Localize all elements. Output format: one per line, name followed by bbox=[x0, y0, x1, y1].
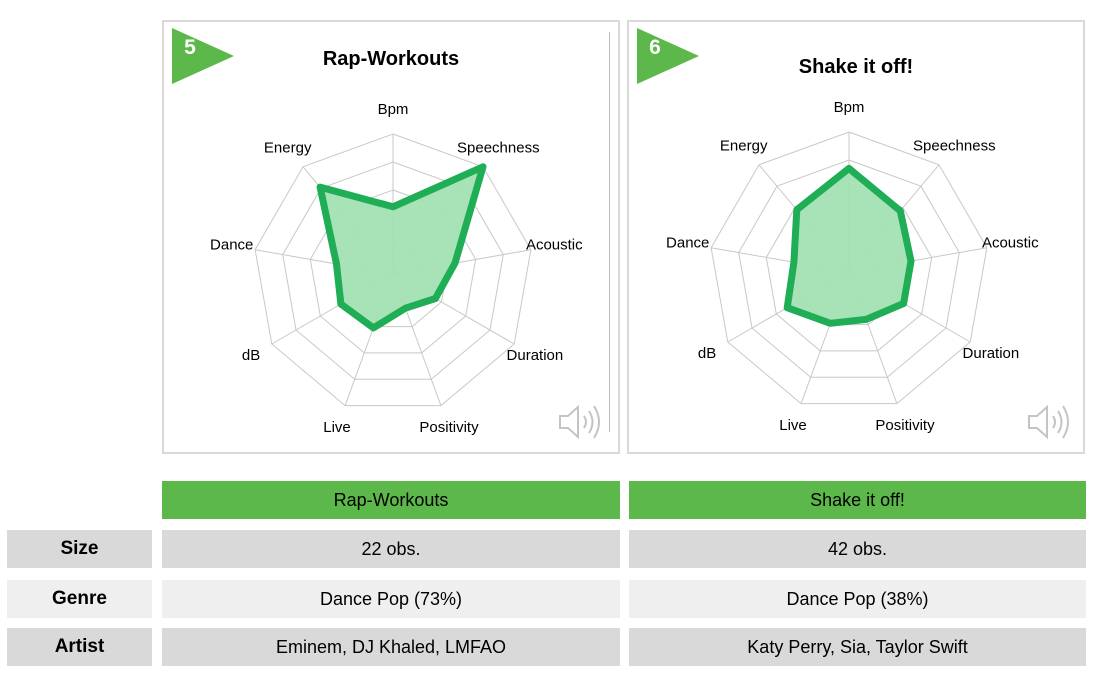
green-arrow-badge-icon bbox=[172, 28, 234, 84]
axis-label: Dance bbox=[666, 235, 709, 252]
axis-label: Speechness bbox=[457, 139, 540, 156]
axis-label: Energy bbox=[264, 139, 312, 156]
axis-label: Positivity bbox=[419, 419, 479, 436]
axis-label: Live bbox=[323, 419, 351, 436]
row-label-genre: Genre bbox=[7, 580, 152, 618]
axis-label: Dance bbox=[210, 237, 253, 254]
grid-ring bbox=[738, 159, 960, 378]
size-cell-rap-workouts: 22 obs. bbox=[162, 530, 620, 568]
table-header-shake-it-off: Shake it off! bbox=[629, 481, 1086, 519]
grid-ring bbox=[765, 187, 933, 352]
data-polygon bbox=[783, 164, 915, 327]
badge-number: 6 bbox=[649, 36, 661, 59]
data-polygon bbox=[316, 163, 487, 332]
green-arrow-badge-icon bbox=[637, 28, 699, 84]
axis-label: Acoustic bbox=[526, 237, 583, 254]
axis-label: Positivity bbox=[875, 417, 935, 434]
axis-label: Duration bbox=[507, 347, 564, 364]
axis-label: Bpm bbox=[834, 99, 865, 116]
radar-panel-shake-it-off: Bpm Speechness Acoustic Duration Positivity L… bbox=[627, 20, 1085, 454]
number-badge: 6 bbox=[637, 28, 707, 84]
axis-label: Live bbox=[779, 417, 807, 434]
speaker-icon[interactable] bbox=[1025, 400, 1073, 444]
axis-label: Duration bbox=[963, 345, 1020, 362]
genre-cell-shake-it-off: Dance Pop (38%) bbox=[629, 580, 1086, 618]
table-header-rap-workouts: Rap-Workouts bbox=[162, 481, 620, 519]
grid-ring bbox=[282, 161, 504, 380]
row-label-artist: Artist bbox=[7, 628, 152, 666]
chart-title: Rap-Workouts bbox=[322, 48, 460, 70]
axis-label: Energy bbox=[720, 137, 768, 154]
badge-number: 5 bbox=[184, 36, 196, 59]
row-label-size: Size bbox=[7, 530, 152, 568]
size-cell-shake-it-off: 42 obs. bbox=[629, 530, 1086, 568]
radar-panel-rap-workouts: Bpm Speechness Acoustic Duration Positivity L… bbox=[162, 20, 620, 454]
axis-label: dB bbox=[242, 347, 260, 364]
axis-label: Bpm bbox=[378, 101, 409, 118]
radar-chart-rap-workouts: Bpm Speechness Acoustic Duration Positivity L… bbox=[210, 101, 583, 436]
axis-label: dB bbox=[698, 345, 716, 362]
panel-divider-line bbox=[609, 32, 610, 432]
grid-ring bbox=[254, 133, 532, 407]
axis-label: Acoustic bbox=[982, 235, 1039, 252]
chart-title: Shake it off! bbox=[798, 56, 914, 78]
genre-cell-rap-workouts: Dance Pop (73%) bbox=[162, 580, 620, 618]
number-badge: 5 bbox=[172, 28, 242, 84]
grid-ring bbox=[710, 131, 988, 405]
speaker-icon[interactable] bbox=[556, 400, 604, 444]
artist-cell-shake-it-off: Katy Perry, Sia, Taylor Swift bbox=[629, 628, 1086, 666]
radar-chart-shake-it-off: Bpm Speechness Acoustic Duration Positivity L… bbox=[666, 99, 1039, 434]
axis-label: Speechness bbox=[913, 137, 996, 154]
artist-cell-rap-workouts: Eminem, DJ Khaled, LMFAO bbox=[162, 628, 620, 666]
